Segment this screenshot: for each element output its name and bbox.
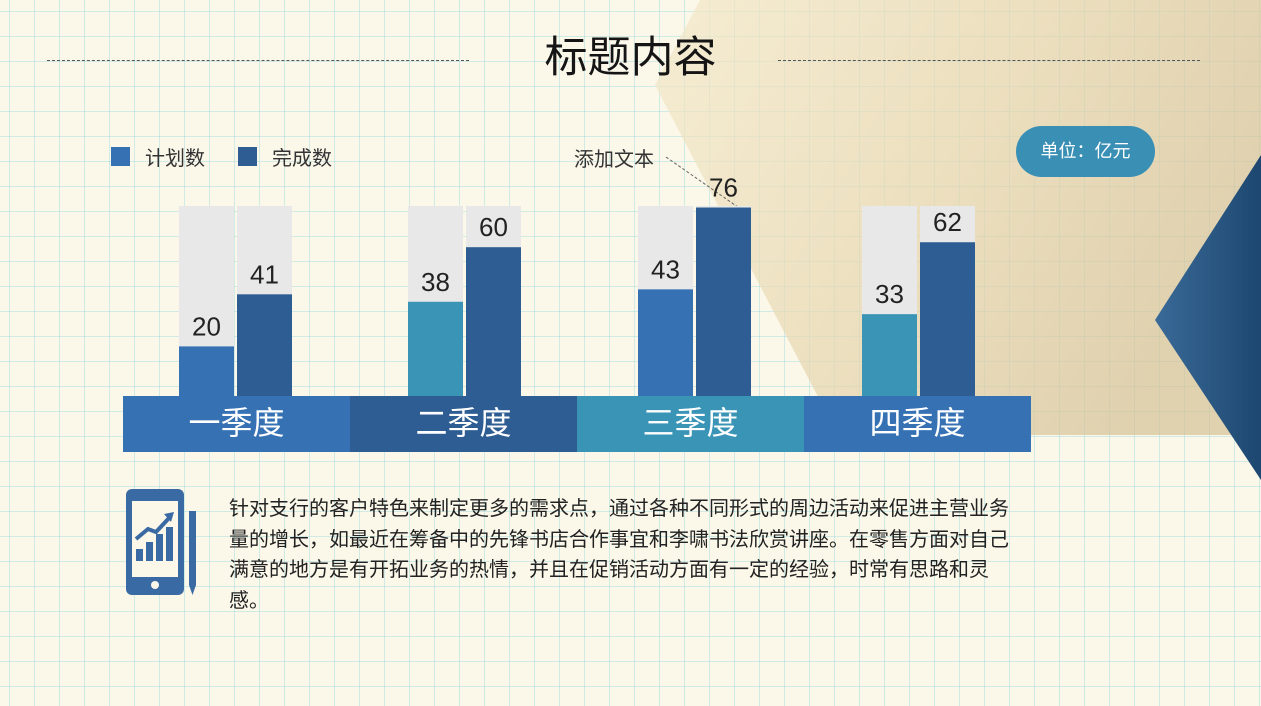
data-label: 76 — [709, 173, 738, 203]
data-label: 38 — [421, 267, 450, 297]
data-label: 62 — [933, 207, 962, 237]
slide-title: 标题内容 — [544, 33, 717, 83]
category-band — [577, 396, 804, 452]
data-label: 33 — [875, 279, 904, 309]
legend-swatch-completed — [238, 146, 257, 166]
bar-planned — [408, 301, 463, 396]
unit-badge: 单位：亿元 — [1016, 126, 1155, 177]
bar-completed — [696, 207, 751, 396]
data-label: 20 — [192, 311, 221, 341]
category-band — [350, 396, 577, 452]
title-right-rule — [778, 60, 1200, 61]
bar-chart: 一季度 20 41 二季度 38 60 三季度 43 76 四季度 33 62 — [123, 173, 1031, 452]
legend-label-completed: 完成数 — [272, 145, 332, 170]
chart-legend: 计划数 完成数 — [111, 142, 365, 170]
legend-label-planned: 计划数 — [145, 145, 205, 170]
category-label: 三季度 — [642, 404, 738, 442]
legend-swatch-planned — [111, 146, 130, 166]
bar-planned — [638, 289, 693, 396]
bar-completed — [237, 294, 292, 396]
legend-item-completed: 完成数 — [238, 142, 332, 171]
bar-planned — [862, 314, 917, 396]
chart-annotation: 添加文本 — [574, 147, 654, 171]
legend-item-planned: 计划数 — [111, 142, 205, 171]
data-label: 60 — [479, 212, 508, 242]
phone-with-growth-chart-and-pen-icon — [126, 489, 196, 595]
category-label: 一季度 — [188, 404, 284, 442]
category-label: 四季度 — [869, 404, 965, 442]
description-text: 针对支行的客户特色来制定更多的需求点，通过各种不同形式的周边活动来促进主营业务量… — [229, 496, 1009, 612]
title-left-rule — [47, 60, 469, 61]
category-label: 二季度 — [415, 404, 511, 442]
data-label: 41 — [250, 259, 279, 289]
bar-completed — [920, 242, 975, 396]
data-label: 43 — [651, 254, 680, 284]
bar-completed — [466, 247, 521, 396]
category-band — [804, 396, 1031, 452]
bar-planned — [179, 346, 234, 396]
category-band — [123, 396, 350, 452]
